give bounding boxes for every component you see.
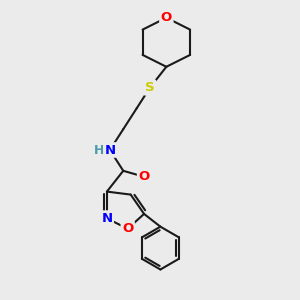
Text: O: O xyxy=(122,222,133,235)
Text: S: S xyxy=(145,81,155,94)
Text: N: N xyxy=(101,212,112,225)
Text: H: H xyxy=(94,143,105,157)
Text: N: N xyxy=(104,143,116,157)
Text: O: O xyxy=(161,11,172,24)
Text: O: O xyxy=(138,170,150,183)
